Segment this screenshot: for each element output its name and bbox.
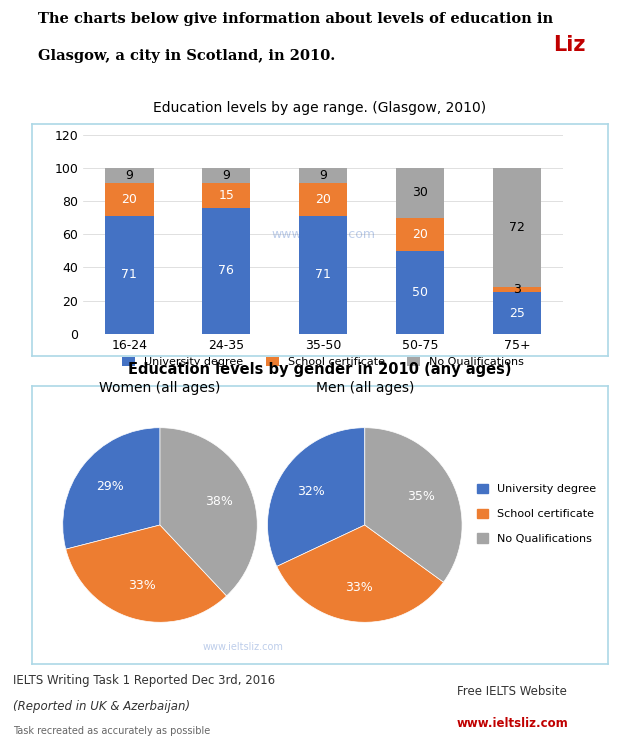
Wedge shape xyxy=(63,427,160,549)
Text: 20: 20 xyxy=(316,193,331,206)
Bar xyxy=(202,183,250,208)
Bar xyxy=(299,168,348,183)
Text: 71: 71 xyxy=(316,268,331,281)
Text: 35%: 35% xyxy=(407,490,435,502)
Bar xyxy=(493,168,541,287)
Bar xyxy=(105,183,154,216)
Text: 72: 72 xyxy=(509,221,525,234)
Bar xyxy=(105,168,154,183)
Wedge shape xyxy=(365,427,462,582)
Title: Men (all ages): Men (all ages) xyxy=(316,381,414,395)
Wedge shape xyxy=(268,427,365,566)
Bar xyxy=(396,251,444,334)
Text: Free IELTS Website: Free IELTS Website xyxy=(457,686,567,698)
Text: The charts below give information about levels of education in: The charts below give information about … xyxy=(38,12,554,26)
Text: Education levels by age range. (Glasgow, 2010): Education levels by age range. (Glasgow,… xyxy=(154,101,486,115)
Bar xyxy=(105,216,154,334)
Text: 9: 9 xyxy=(125,169,133,182)
Text: 29%: 29% xyxy=(96,480,124,493)
Text: IELTS: IELTS xyxy=(405,35,466,55)
Bar xyxy=(396,168,444,217)
Title: Women (all ages): Women (all ages) xyxy=(99,381,221,395)
Text: 76: 76 xyxy=(218,264,234,278)
Text: 20: 20 xyxy=(412,228,428,241)
Text: 38%: 38% xyxy=(205,495,233,508)
Text: 3: 3 xyxy=(513,284,521,296)
Text: IELTS Writing Task 1 Reported Dec 3rd, 2016: IELTS Writing Task 1 Reported Dec 3rd, 2… xyxy=(13,674,275,687)
Bar xyxy=(493,287,541,292)
Text: 15: 15 xyxy=(218,189,234,202)
Text: 33%: 33% xyxy=(345,581,372,595)
Text: www.ieltsliz.com: www.ieltsliz.com xyxy=(271,228,375,241)
Wedge shape xyxy=(66,525,227,622)
Text: Education levels by gender in 2010 (any ages): Education levels by gender in 2010 (any … xyxy=(128,362,512,377)
Text: 50: 50 xyxy=(412,286,428,298)
Bar xyxy=(493,292,541,334)
Text: 25: 25 xyxy=(509,307,525,320)
Text: 30: 30 xyxy=(412,187,428,200)
Bar xyxy=(202,168,250,183)
Text: www.ieltsliz.com: www.ieltsliz.com xyxy=(456,717,568,730)
Text: (Reported in UK & Azerbaijan): (Reported in UK & Azerbaijan) xyxy=(13,700,190,713)
Text: 9: 9 xyxy=(222,169,230,182)
Wedge shape xyxy=(160,427,257,596)
Text: 9: 9 xyxy=(319,169,327,182)
Text: www.ieltsliz.com: www.ieltsliz.com xyxy=(203,641,284,652)
Text: Glasgow, a city in Scotland, in 2010.: Glasgow, a city in Scotland, in 2010. xyxy=(38,49,335,63)
Legend: University degree, School certificate, No Qualifications: University degree, School certificate, N… xyxy=(473,479,601,548)
Legend: University degree, School certificate, No Qualifications: University degree, School certificate, N… xyxy=(118,353,529,372)
Text: 33%: 33% xyxy=(129,579,156,592)
Text: Liz: Liz xyxy=(553,35,585,56)
Text: 32%: 32% xyxy=(298,484,325,497)
Bar xyxy=(299,183,348,216)
Bar xyxy=(396,217,444,251)
Bar xyxy=(202,208,250,334)
Text: Task recreated as accurately as possible: Task recreated as accurately as possible xyxy=(13,726,210,736)
Text: 20: 20 xyxy=(122,193,137,206)
Text: 71: 71 xyxy=(122,268,137,281)
Bar xyxy=(299,216,348,334)
Wedge shape xyxy=(276,525,444,622)
